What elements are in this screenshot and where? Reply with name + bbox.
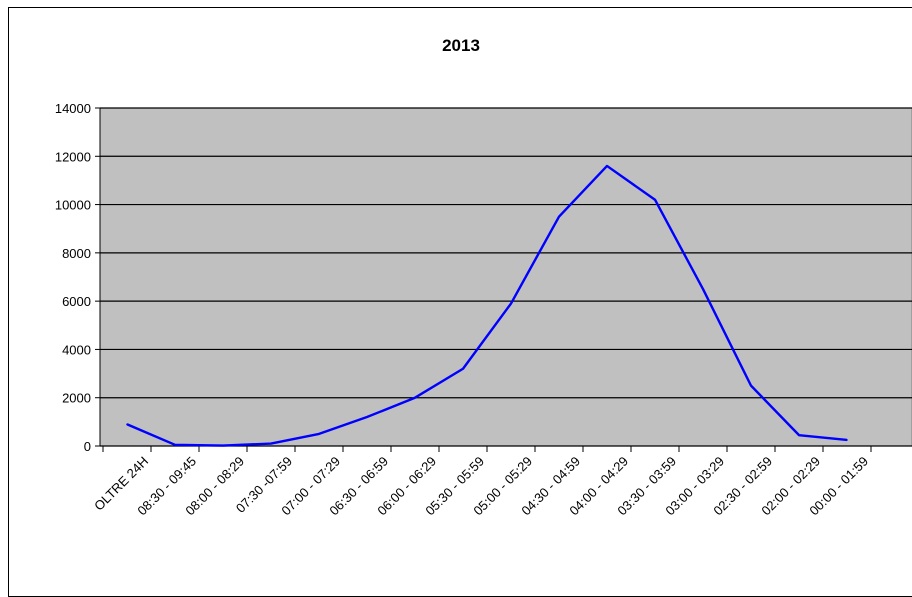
gridlines [100, 107, 912, 399]
y-tick-label: 8000 [62, 246, 91, 261]
line-chart: 2013 0 2000 4000 6000 8000 10000 12000 14000 OL… [55, 36, 912, 519]
data-point [558, 215, 560, 218]
data-point [510, 302, 512, 305]
data-point [702, 288, 704, 290]
series-layer [126, 164, 848, 447]
data-point [126, 423, 128, 426]
y-tick-labels: 0 2000 4000 6000 8000 10000 12000 14000 [55, 101, 91, 454]
data-point [462, 367, 464, 370]
y-tick-label: 2000 [62, 391, 91, 406]
data-point [414, 396, 416, 399]
data-point [270, 442, 272, 445]
data-point [654, 198, 656, 201]
y-tick-label: 4000 [62, 342, 91, 357]
data-point [174, 443, 176, 446]
data-point [318, 433, 320, 435]
data-point [846, 439, 848, 441]
y-tick-label: 10000 [55, 198, 91, 213]
plot-area [99, 107, 912, 447]
data-point [366, 416, 368, 418]
y-tick-label: 0 [84, 439, 91, 454]
data-point [222, 444, 224, 447]
data-point [798, 434, 800, 436]
data-point [750, 384, 752, 387]
y-tick-label: 12000 [55, 149, 91, 164]
data-point [606, 165, 608, 167]
y-tick-label: 14000 [55, 101, 91, 116]
chart-title: 2013 [442, 36, 480, 55]
y-tick-label: 6000 [62, 294, 91, 309]
series-line [126, 164, 848, 447]
